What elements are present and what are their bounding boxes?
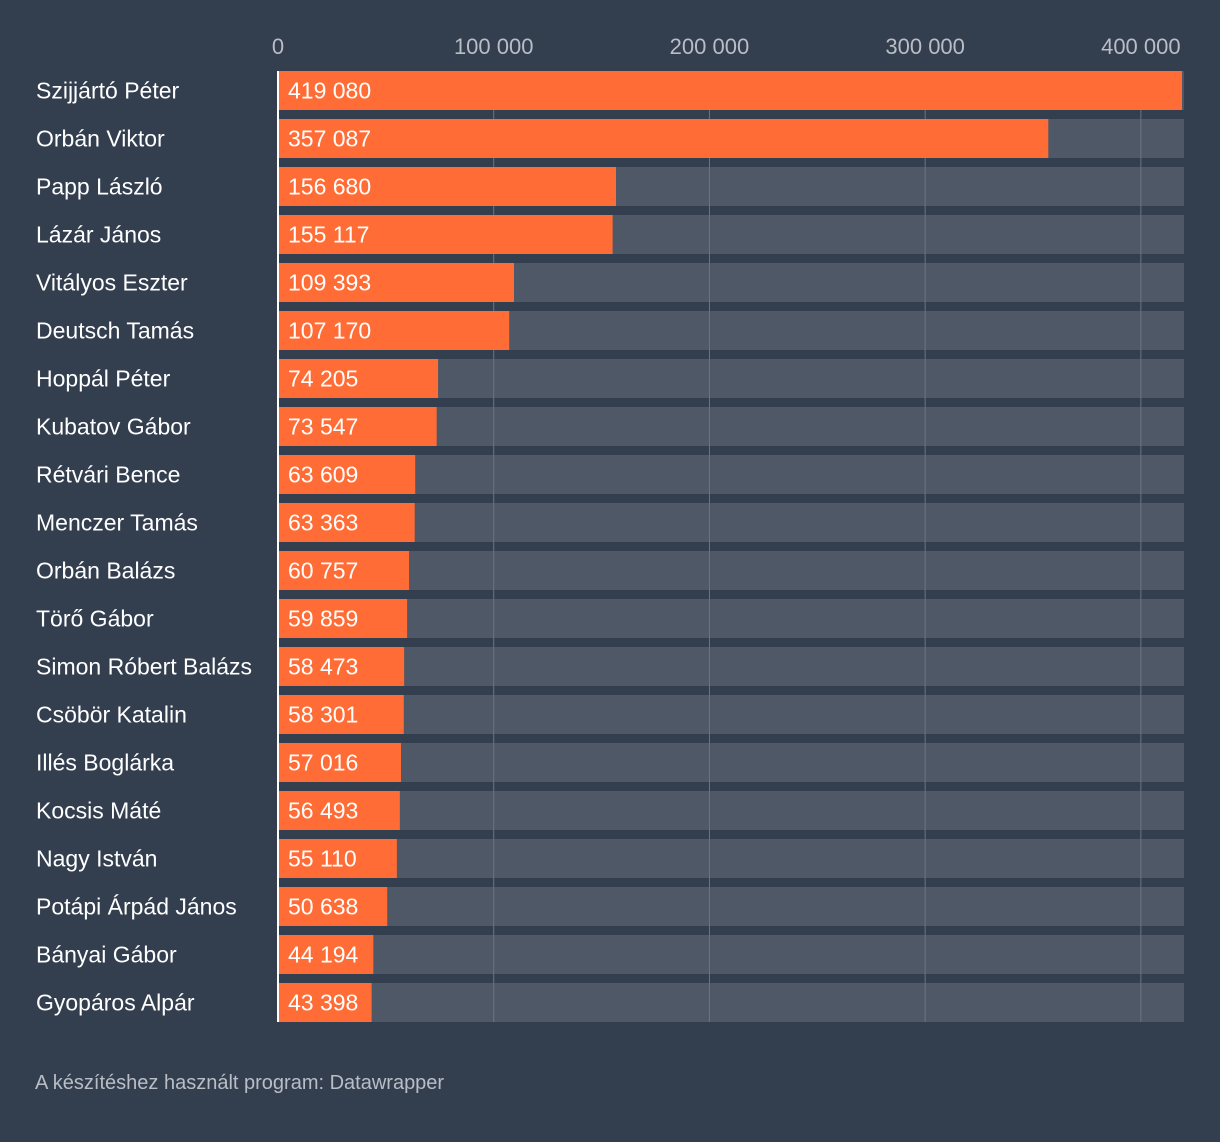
- grid-lines: [493, 71, 1142, 1022]
- row-label: Potápi Árpád János: [36, 894, 237, 920]
- row-label: Orbán Viktor: [36, 126, 165, 152]
- bar-track: [278, 551, 1184, 590]
- tick-label: 100 000: [454, 34, 534, 59]
- value-label: 63 363: [288, 510, 358, 536]
- row-label: Szijjártó Péter: [36, 78, 180, 104]
- value-label: 107 170: [288, 318, 371, 344]
- row-labels: Szijjártó Péter Orbán Viktor Papp László Lá…: [36, 78, 252, 1016]
- value-label: 156 680: [288, 174, 371, 200]
- bar-track: [278, 503, 1184, 542]
- row-label: Illés Boglárka: [36, 750, 174, 776]
- value-label: 50 638: [288, 894, 358, 920]
- bar: [278, 407, 437, 446]
- footer-credit: A készítéshez használt program: Datawrap…: [35, 1072, 445, 1094]
- row-label: Lázár János: [36, 222, 161, 248]
- bar: [278, 263, 514, 302]
- value-label: 63 609: [288, 462, 358, 488]
- bar: [278, 551, 410, 590]
- bar-track: [278, 791, 1184, 830]
- bar-track: [278, 695, 1184, 734]
- bar: [278, 983, 372, 1022]
- bar: [278, 599, 408, 638]
- bar: [278, 119, 1049, 158]
- row-label: Papp László: [36, 174, 163, 200]
- row-label: Bányai Gábor: [36, 942, 177, 968]
- row-label: Simon Róbert Balázs: [36, 654, 252, 680]
- tick-label: 300 000: [885, 34, 965, 59]
- tick-label: 400 000: [1101, 34, 1181, 59]
- value-label: 357 087: [288, 126, 371, 152]
- row-label: Deutsch Tamás: [36, 318, 194, 344]
- bar: [278, 503, 415, 542]
- bar: [278, 887, 388, 926]
- row-label: Gyopáros Alpár: [36, 990, 195, 1016]
- value-label: 57 016: [288, 750, 358, 776]
- bar-track: [278, 839, 1184, 878]
- bar: [278, 167, 616, 206]
- value-label: 58 301: [288, 702, 358, 728]
- value-label: 74 205: [288, 366, 358, 392]
- value-label: 56 493: [288, 798, 358, 824]
- bar: [278, 359, 439, 398]
- tick-label: 200 000: [670, 34, 750, 59]
- bar-track: [278, 935, 1184, 974]
- value-label: 419 080: [288, 78, 371, 104]
- bar: [278, 647, 405, 686]
- value-labels: 419 080 357 087 156 680 155 117 109 393 107 1…: [288, 78, 371, 1016]
- row-label: Kocsis Máté: [36, 798, 161, 824]
- bar: [278, 791, 400, 830]
- row-label: Orbán Balázs: [36, 558, 175, 584]
- bar-chart: 0 100 000 200 000 300 000 400 000 Szijjártó …: [36, 34, 1184, 1022]
- bar-track: [278, 743, 1184, 782]
- value-label: 73 547: [288, 414, 358, 440]
- row-label: Vitályos Eszter: [36, 270, 188, 296]
- value-label: 60 757: [288, 558, 358, 584]
- row-label: Rétvári Bence: [36, 462, 180, 488]
- bar-track: [278, 983, 1184, 1022]
- bar: [278, 215, 613, 254]
- value-label: 58 473: [288, 654, 358, 680]
- bar: [278, 695, 404, 734]
- value-label: 55 110: [288, 846, 357, 872]
- bar: [278, 311, 510, 350]
- bar: [278, 743, 401, 782]
- bar-track: [278, 647, 1184, 686]
- value-label: 59 859: [288, 606, 358, 632]
- value-label: 109 393: [288, 270, 371, 296]
- bar-tracks: [278, 71, 1184, 1022]
- row-label: Nagy István: [36, 846, 157, 872]
- row-label: Kubatov Gábor: [36, 414, 191, 440]
- bar-track: [278, 599, 1184, 638]
- value-label: 155 117: [288, 222, 369, 248]
- row-label: Csöbör Katalin: [36, 702, 187, 728]
- value-label: 44 194: [288, 942, 359, 968]
- bar-track: [278, 887, 1184, 926]
- row-label: Hoppál Péter: [36, 366, 171, 392]
- tick-label: 0: [272, 34, 284, 59]
- value-label: 43 398: [288, 990, 358, 1016]
- bar: [278, 839, 397, 878]
- bar: [278, 455, 416, 494]
- bars: [278, 71, 1183, 1022]
- bar: [278, 71, 1183, 110]
- row-label: Törő Gábor: [36, 606, 154, 632]
- x-axis-ticks: 0 100 000 200 000 300 000 400 000: [272, 34, 1181, 59]
- bar: [278, 935, 374, 974]
- bar-track: [278, 455, 1184, 494]
- row-label: Menczer Tamás: [36, 510, 198, 536]
